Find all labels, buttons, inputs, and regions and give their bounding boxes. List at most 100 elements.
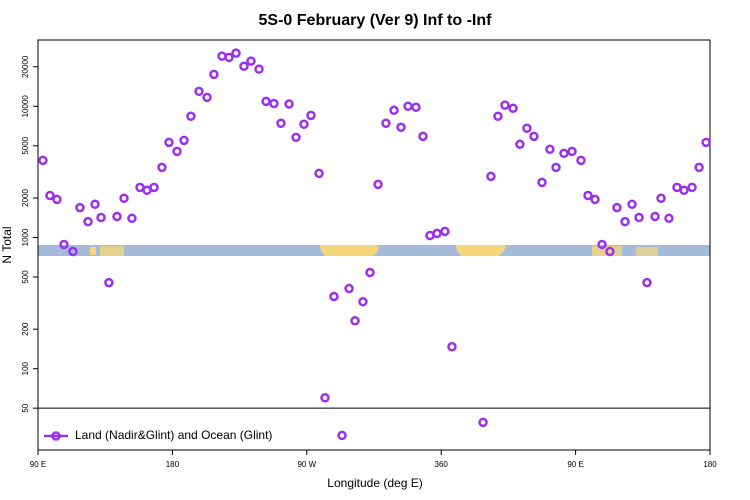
x-tick-label: 180 — [703, 460, 717, 469]
x-tick-label: 180 — [166, 460, 180, 469]
x-tick-label: 90 W — [297, 460, 316, 469]
point — [75, 202, 85, 213]
point — [576, 155, 586, 166]
point — [396, 122, 406, 133]
point — [620, 216, 630, 227]
point — [68, 246, 78, 257]
y-axis-title: N Total — [0, 226, 14, 263]
point — [381, 118, 391, 129]
point — [314, 168, 324, 179]
point — [389, 105, 399, 116]
point — [350, 315, 360, 326]
point — [687, 182, 697, 193]
point — [194, 86, 204, 97]
point — [172, 146, 182, 157]
point — [567, 146, 577, 157]
point — [656, 193, 666, 204]
point — [254, 64, 264, 74]
point — [157, 162, 167, 173]
point — [358, 296, 368, 307]
point — [551, 162, 561, 173]
point — [246, 56, 256, 66]
point — [239, 61, 249, 71]
point — [508, 103, 518, 114]
y-tick-label: 200 — [21, 322, 30, 336]
point — [664, 213, 674, 224]
point — [299, 119, 309, 130]
point — [209, 69, 219, 80]
y-tick-label: 100 — [21, 361, 30, 375]
point — [597, 239, 607, 250]
y-tick-label: 50 — [21, 403, 30, 412]
point — [403, 101, 413, 112]
legend-label: Land (Nadir&Glint) and Ocean (Glint) — [75, 428, 272, 442]
point — [112, 211, 122, 222]
point — [231, 48, 241, 58]
point — [224, 52, 234, 63]
point — [478, 417, 488, 428]
point — [306, 110, 316, 121]
point — [276, 118, 286, 129]
legend-marker — [51, 431, 61, 441]
point — [261, 96, 271, 107]
point — [344, 283, 354, 294]
point — [119, 193, 129, 204]
point — [701, 137, 711, 148]
point — [650, 211, 660, 222]
point — [202, 92, 212, 103]
point — [329, 291, 339, 302]
point — [418, 131, 428, 142]
x-tick-label: 90 E — [30, 460, 46, 469]
y-tick-label: 1000 — [21, 228, 30, 246]
point — [149, 182, 159, 193]
point — [96, 212, 106, 223]
point — [83, 216, 93, 227]
chart-title: 5S-0 February (Ver 9) Inf to -Inf — [259, 12, 493, 29]
point — [186, 111, 196, 122]
point — [590, 194, 600, 205]
point — [320, 393, 330, 403]
point — [291, 132, 301, 143]
point — [104, 277, 114, 288]
point — [627, 199, 637, 210]
point — [127, 213, 137, 224]
point — [365, 267, 375, 278]
point — [38, 155, 48, 166]
point — [447, 341, 457, 352]
point — [90, 199, 100, 210]
point — [164, 137, 174, 148]
x-axis-title: Longitude (deg E) — [327, 476, 422, 490]
point — [52, 194, 62, 205]
point — [432, 228, 442, 239]
point — [537, 177, 547, 188]
plot-frame — [37, 39, 711, 451]
point — [605, 246, 615, 257]
y-tick-label: 500 — [21, 270, 30, 284]
point — [679, 185, 689, 196]
point — [500, 100, 510, 110]
y-tick-label: 10000 — [21, 95, 30, 118]
y-tick-label: 5000 — [21, 136, 30, 154]
point — [694, 162, 704, 173]
point — [59, 239, 69, 250]
point — [284, 99, 294, 109]
point — [45, 190, 55, 201]
point — [634, 212, 644, 223]
point — [486, 171, 496, 182]
y-tick-label: 2000 — [21, 189, 30, 207]
point — [559, 148, 569, 159]
x-tick-label: 90 E — [567, 460, 583, 469]
point — [440, 226, 450, 237]
point — [642, 277, 652, 288]
point — [373, 179, 383, 190]
point — [411, 102, 421, 113]
point — [269, 98, 279, 109]
x-tick-label: 360 — [435, 460, 449, 469]
point — [529, 131, 539, 142]
point — [522, 123, 532, 134]
point — [515, 139, 525, 150]
y-tick-label: 20000 — [21, 55, 30, 78]
point — [179, 135, 189, 146]
point — [493, 111, 503, 122]
